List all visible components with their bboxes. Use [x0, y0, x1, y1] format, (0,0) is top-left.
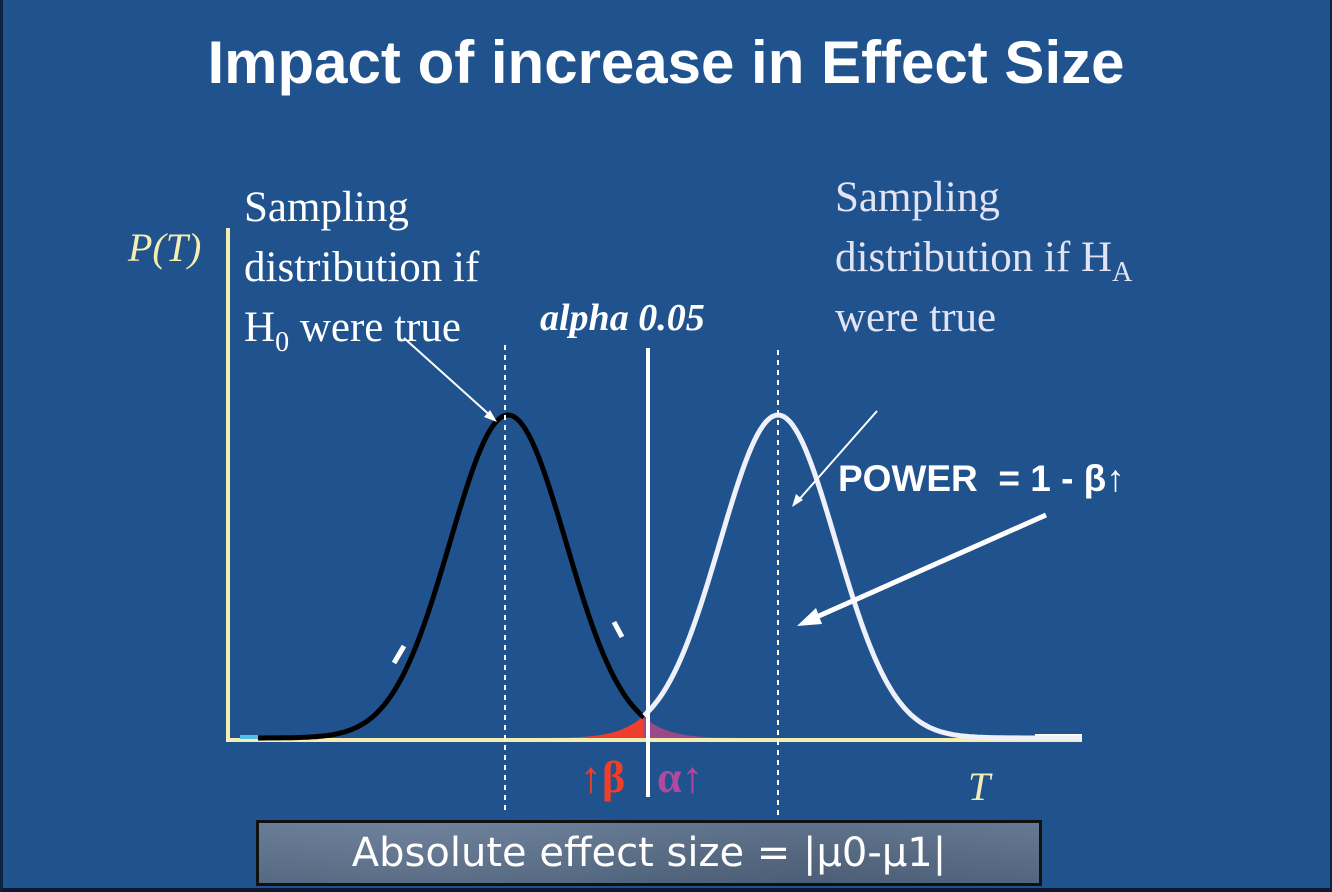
effect-size-text: Absolute effect size = |μ0-μ1|: [351, 830, 947, 876]
alpha-level-label: alpha 0.05: [540, 297, 705, 339]
null-label-pointer: [403, 337, 494, 419]
null-hypothesis-symbol: H: [244, 304, 276, 351]
x-axis-label: T: [968, 764, 991, 809]
y-axis-label: P(T): [128, 225, 202, 270]
alpha-symbol-label: α↑: [657, 753, 704, 802]
null-curve-gap-mark: [391, 644, 407, 665]
power-arrowhead: [797, 608, 822, 626]
null-label-line-3: H0 were true: [244, 298, 479, 358]
beta-region: [500, 715, 644, 738]
null-curve-gap-mark: [611, 620, 625, 639]
alternative-distribution-curve: [642, 412, 1082, 741]
effect-size-box: Absolute effect size = |μ0-μ1|: [256, 820, 1042, 886]
beta-label: ↑β: [580, 753, 626, 802]
alt-label-line-1: Sampling: [835, 174, 1000, 221]
alt-label-line-3: were true: [835, 294, 997, 341]
alt-label-line-2: distribution if HA: [835, 228, 1132, 288]
alpha-region: [644, 717, 810, 738]
null-label-line-2: distribution if: [244, 244, 480, 291]
alt-hypothesis-subscript: A: [1112, 257, 1133, 288]
power-label: POWER = 1 - β↑: [838, 458, 1125, 499]
alternative-distribution-label: Sampling distribution if HA were true: [835, 168, 1132, 348]
alt-label-line-2-text: distribution if H: [835, 234, 1113, 281]
alt-label-pointer: [795, 410, 878, 504]
slide-title: Impact of increase in Effect Size: [207, 29, 1125, 96]
power-arrow: [810, 512, 1048, 622]
alt-label-pointer-head: [792, 494, 803, 507]
null-distribution-curve: [258, 412, 646, 741]
null-label-line-3-rest: were true: [289, 304, 461, 351]
null-hypothesis-subscript: 0: [275, 327, 290, 358]
null-distribution-label: Sampling distribution if H0 were true: [244, 178, 479, 358]
null-label-line-1: Sampling: [244, 184, 409, 231]
null-label-pointer-head: [484, 410, 497, 422]
